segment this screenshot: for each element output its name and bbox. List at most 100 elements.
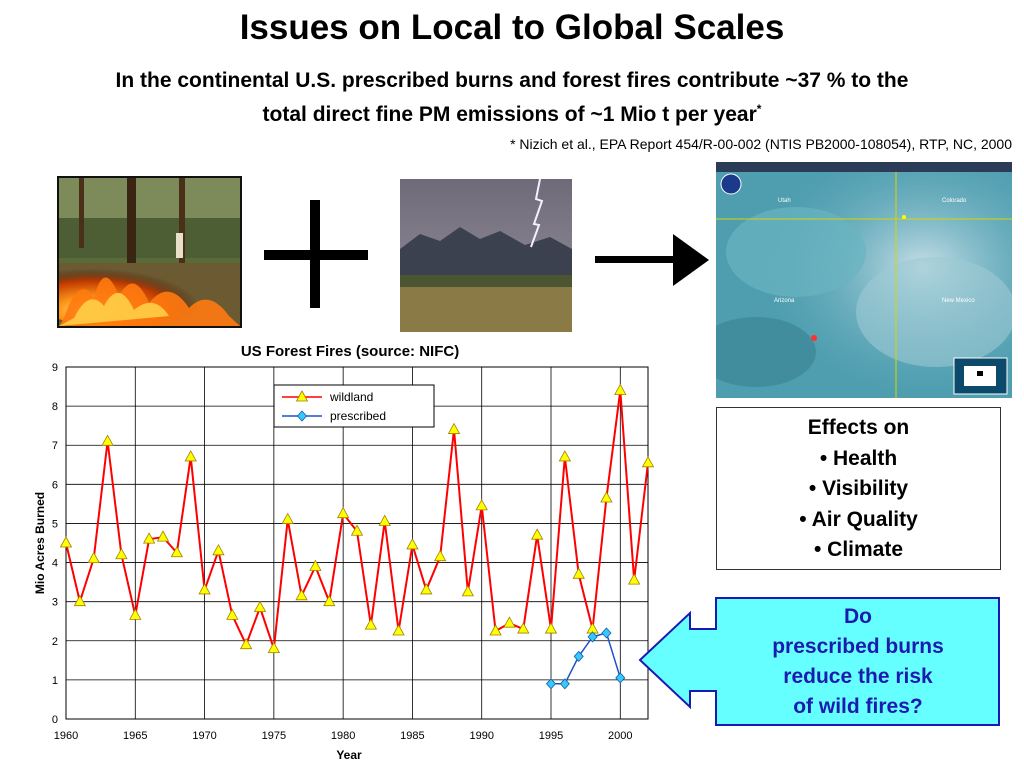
- data-point-wildland: [323, 594, 336, 607]
- data-point-wildland: [101, 434, 114, 446]
- x-tick-label: 2000: [608, 730, 632, 742]
- data-point-wildland: [142, 532, 156, 544]
- data-point-wildland: [212, 543, 225, 556]
- data-point-wildland: [170, 545, 184, 558]
- x-tick-label: 1980: [331, 730, 355, 742]
- question-line-3: reduce the risk: [783, 665, 933, 688]
- legend-label-wildland: wildland: [329, 390, 373, 404]
- y-axis-label: Mio Acres Burned: [33, 492, 47, 594]
- data-point-wildland: [406, 538, 419, 550]
- satellite-label-arizona: Arizona: [774, 298, 795, 304]
- data-point-wildland: [309, 559, 322, 571]
- x-tick-label: 1960: [54, 730, 78, 742]
- forest-fire-photo: [57, 176, 242, 328]
- arrow-right-icon: [595, 234, 709, 293]
- slide-title: Issues on Local to Global Scales: [239, 8, 785, 47]
- question-line-1: Do: [844, 605, 872, 628]
- data-point-wildland: [364, 618, 378, 630]
- data-point-wildland: [156, 530, 170, 542]
- lightning-photo: [400, 179, 572, 332]
- legend-marker-prescribed: [296, 410, 308, 422]
- data-point-wildland: [530, 528, 544, 540]
- effects-item-health: • Health: [819, 446, 898, 470]
- satellite-label-utah: Utah: [778, 198, 791, 204]
- data-point-wildland: [420, 583, 433, 595]
- effects-heading: Effects on: [807, 416, 910, 439]
- question-line-2: prescribed burns: [772, 635, 944, 658]
- legend-label-prescribed: prescribed: [330, 409, 386, 423]
- y-tick-label: 7: [52, 440, 58, 452]
- data-point-wildland: [115, 547, 128, 560]
- data-point-wildland: [59, 536, 73, 548]
- y-tick-label: 3: [52, 597, 58, 609]
- effects-item-climate: • Climate: [813, 538, 904, 561]
- data-point-wildland: [503, 616, 516, 628]
- data-point-wildland: [447, 422, 461, 434]
- plus-icon: [264, 200, 368, 313]
- data-point-wildland: [433, 549, 447, 562]
- data-point-wildland: [336, 506, 350, 519]
- question-callout: [638, 597, 1000, 726]
- question-line-4: of wild fires?: [793, 695, 923, 718]
- data-point-prescribed: [545, 678, 557, 690]
- data-point-wildland: [600, 491, 613, 503]
- chart-title: US Forest Fires (source: NIFC): [240, 343, 460, 360]
- data-point-wildland: [198, 583, 211, 595]
- y-tick-label: 5: [52, 518, 58, 530]
- data-point-wildland: [253, 600, 267, 612]
- chart: 1960 1965 1970 1975 1980 1985 1990 1995 2000 0 1 2 3…: [33, 362, 655, 762]
- data-point-prescribed: [559, 678, 570, 690]
- y-tick-label: 6: [52, 479, 58, 491]
- data-point-wildland: [572, 567, 585, 579]
- x-tick-label: 1965: [123, 730, 147, 742]
- data-point-wildland: [350, 524, 364, 536]
- data-point-wildland: [281, 512, 294, 524]
- effects-item-visibility: • Visibility: [808, 477, 909, 500]
- data-point-wildland: [73, 594, 87, 607]
- data-point-wildland: [184, 450, 197, 462]
- data-point-wildland: [378, 514, 391, 526]
- y-tick-label: 4: [52, 558, 58, 570]
- data-point-wildland: [226, 608, 239, 620]
- y-tick-label: 0: [52, 714, 58, 726]
- data-point-wildland: [267, 641, 281, 654]
- x-axis-label: Year: [336, 748, 362, 762]
- legend-marker-wildland: [295, 390, 309, 402]
- subtitle-line-1: In the continental U.S. prescribed burns…: [115, 69, 909, 92]
- satellite-image: Utah Colorado Arizona New Mexico: [716, 162, 1012, 398]
- satellite-label-new-mexico: New Mexico: [942, 298, 975, 304]
- data-point-wildland: [87, 551, 100, 564]
- data-point-wildland: [517, 622, 530, 634]
- y-tick-label: 1: [52, 675, 58, 687]
- citation: * Nizich et al., EPA Report 454/R-00-002…: [510, 136, 1012, 152]
- subtitle-footnote-mark: *: [756, 102, 762, 116]
- data-point-wildland: [489, 624, 502, 636]
- effects-box: Effects on • Health • Visibility • Air Q…: [716, 407, 1001, 570]
- data-point-wildland: [461, 585, 475, 597]
- slide-subtitle: In the continental U.S. prescribed burns…: [20, 66, 1004, 129]
- data-point-wildland: [475, 499, 488, 511]
- x-tick-label: 1985: [400, 730, 424, 742]
- data-point-prescribed: [601, 627, 612, 639]
- data-point-prescribed: [587, 631, 598, 643]
- x-tick-label: 1990: [469, 730, 493, 742]
- data-point-wildland: [614, 383, 627, 395]
- question-text: Do prescribed burns reduce the risk of w…: [716, 602, 1000, 722]
- data-point-wildland: [627, 573, 641, 585]
- effects-item-air-quality: • Air Quality: [799, 507, 918, 531]
- subtitle-line-2: total direct fine PM emissions of ~1 Mio…: [262, 103, 757, 126]
- x-tick-label: 1970: [192, 730, 216, 742]
- data-point-wildland: [392, 624, 405, 636]
- x-tick-label: 1975: [262, 730, 286, 742]
- data-point-wildland: [641, 455, 655, 468]
- x-tick-label: 1995: [539, 730, 563, 742]
- data-point-prescribed: [615, 672, 626, 684]
- data-point-wildland: [239, 637, 253, 650]
- y-tick-label: 8: [52, 401, 58, 413]
- y-tick-label: 2: [52, 636, 58, 648]
- data-point-wildland: [129, 608, 142, 620]
- satellite-label-colorado: Colorado: [942, 198, 967, 204]
- data-point-wildland: [544, 622, 558, 634]
- y-tick-label: 9: [52, 362, 58, 374]
- data-point-wildland: [295, 588, 308, 601]
